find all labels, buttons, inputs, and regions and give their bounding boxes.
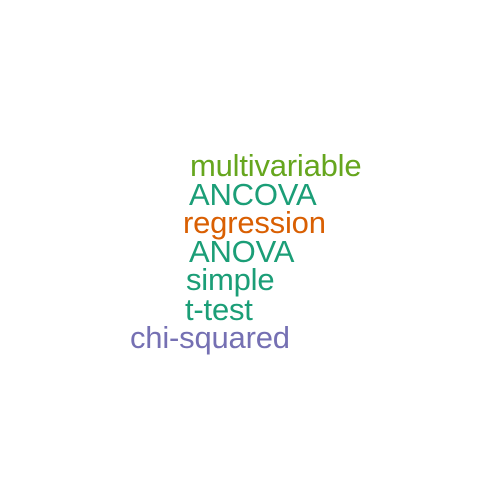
word-regression: regression <box>183 205 326 240</box>
word-chi-squared: chi-squared <box>130 320 290 355</box>
word-t-test: t-test <box>185 292 253 327</box>
word-ancova: ANCOVA <box>189 177 317 212</box>
word-anova: ANOVA <box>189 234 295 269</box>
word-multivariable: multivariable <box>190 148 362 183</box>
word-simple: simple <box>186 262 275 297</box>
